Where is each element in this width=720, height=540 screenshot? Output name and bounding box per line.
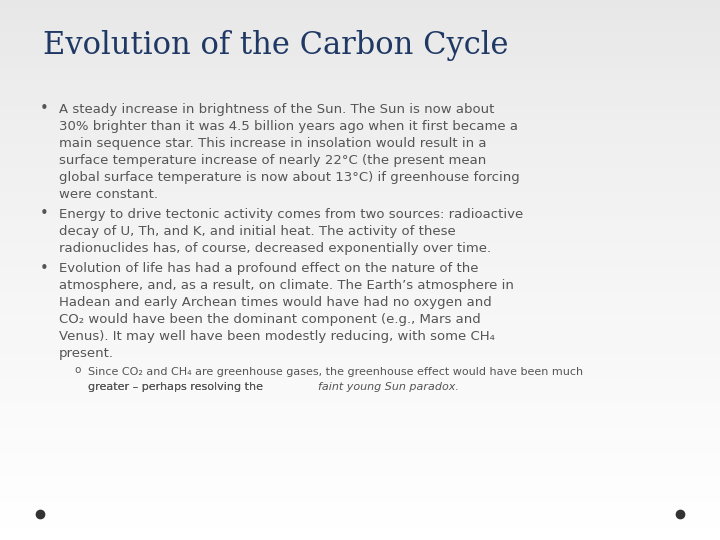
Text: Evolution of life has had a profound effect on the nature of the: Evolution of life has had a profound eff… [59,262,479,275]
Text: main sequence star. This increase in insolation would result in a: main sequence star. This increase in ins… [59,137,487,150]
Text: surface temperature increase of nearly 22°C (the present mean: surface temperature increase of nearly 2… [59,153,486,167]
Text: present.: present. [59,347,114,360]
Text: •: • [40,261,48,275]
Text: global surface temperature is now about 13°C) if greenhouse forcing: global surface temperature is now about … [59,171,520,184]
Text: Energy to drive tectonic activity comes from two sources: radioactive: Energy to drive tectonic activity comes … [59,208,523,221]
Text: •: • [40,101,48,116]
Text: 30% brighter than it was 4.5 billion years ago when it first became a: 30% brighter than it was 4.5 billion yea… [59,119,518,133]
Text: o: o [74,365,81,375]
Text: were constant.: were constant. [59,187,158,201]
Text: greater – perhaps resolving the: greater – perhaps resolving the [88,382,266,392]
Text: Hadean and early Archean times would have had no oxygen and: Hadean and early Archean times would hav… [59,296,492,309]
Text: CO₂ would have been the dominant component (e.g., Mars and: CO₂ would have been the dominant compone… [59,313,481,326]
Text: decay of U, Th, and K, and initial heat. The activity of these: decay of U, Th, and K, and initial heat.… [59,225,456,238]
Text: Since CO₂ and CH₄ are greenhouse gases, the greenhouse effect would have been mu: Since CO₂ and CH₄ are greenhouse gases, … [88,367,583,377]
Text: faint young Sun paradox.: faint young Sun paradox. [318,382,459,392]
Text: •: • [40,206,48,221]
Text: radionuclides has, of course, decreased exponentially over time.: radionuclides has, of course, decreased … [59,242,491,255]
Text: A steady increase in brightness of the Sun. The Sun is now about: A steady increase in brightness of the S… [59,103,495,116]
Text: atmosphere, and, as a result, on climate. The Earth’s atmosphere in: atmosphere, and, as a result, on climate… [59,279,514,292]
Text: Evolution of the Carbon Cycle: Evolution of the Carbon Cycle [43,30,509,60]
Text: greater – perhaps resolving the: greater – perhaps resolving the [88,382,266,392]
Text: Venus). It may well have been modestly reducing, with some CH₄: Venus). It may well have been modestly r… [59,330,495,343]
